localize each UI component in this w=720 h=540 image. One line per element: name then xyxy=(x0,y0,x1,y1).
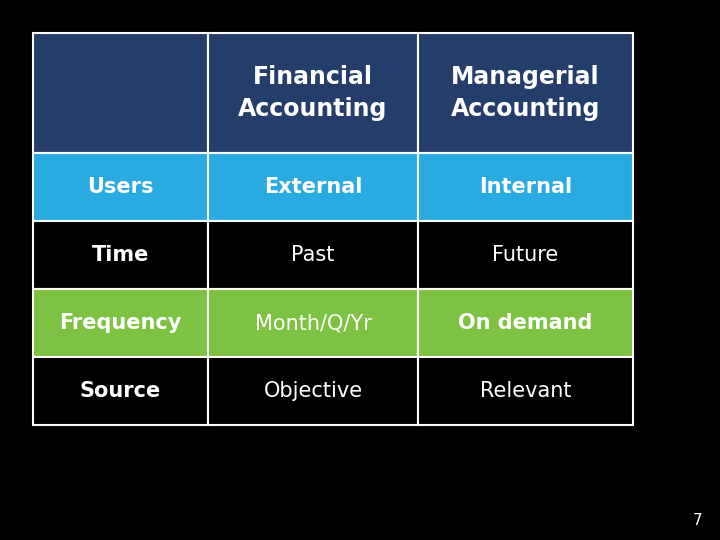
Text: Time: Time xyxy=(92,245,149,265)
Bar xyxy=(418,357,633,425)
Bar xyxy=(208,153,418,221)
Bar xyxy=(418,289,633,357)
Text: Past: Past xyxy=(292,245,335,265)
Bar xyxy=(208,357,418,425)
Text: Internal: Internal xyxy=(479,177,572,197)
Text: Objective: Objective xyxy=(264,381,363,401)
Text: Month/Q/Yr: Month/Q/Yr xyxy=(255,313,372,333)
Bar xyxy=(33,153,208,221)
Text: Frequency: Frequency xyxy=(59,313,181,333)
Text: On demand: On demand xyxy=(459,313,593,333)
Bar xyxy=(208,289,418,357)
Text: 7: 7 xyxy=(693,513,702,528)
Text: Relevant: Relevant xyxy=(480,381,571,401)
Bar xyxy=(33,357,208,425)
Text: External: External xyxy=(264,177,362,197)
Bar xyxy=(33,289,208,357)
Bar xyxy=(418,33,633,153)
Bar xyxy=(208,221,418,289)
Bar xyxy=(208,33,418,153)
Bar xyxy=(33,221,208,289)
Bar xyxy=(33,33,208,153)
Text: Users: Users xyxy=(87,177,154,197)
Text: Managerial
Accounting: Managerial Accounting xyxy=(451,65,600,121)
Bar xyxy=(418,221,633,289)
Text: Future: Future xyxy=(492,245,559,265)
Text: Financial
Accounting: Financial Accounting xyxy=(238,65,387,121)
Bar xyxy=(418,153,633,221)
Text: Source: Source xyxy=(80,381,161,401)
